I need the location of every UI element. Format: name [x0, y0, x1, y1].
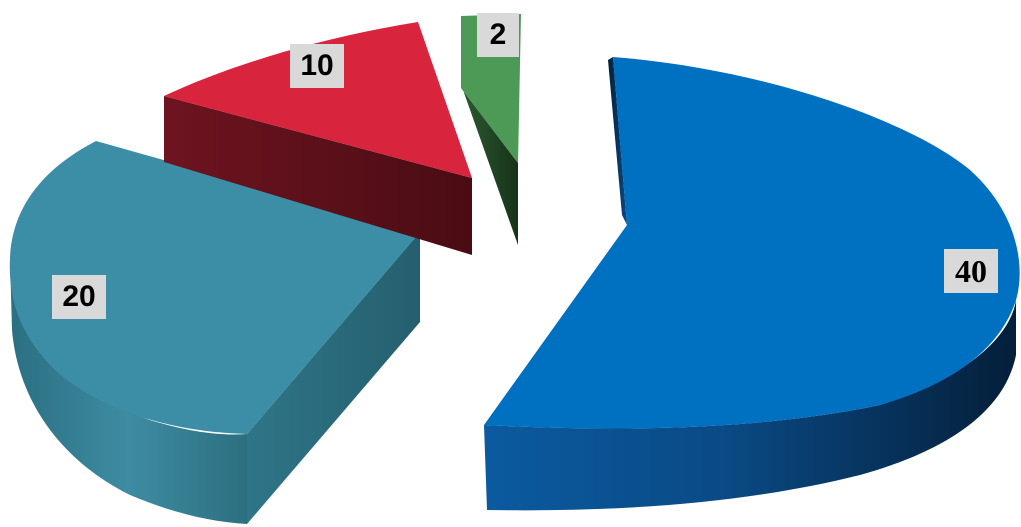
pie-slice-20-inner-wall	[247, 232, 420, 524]
pie-slice-20	[9, 141, 421, 524]
pie-slice-10	[164, 22, 472, 255]
pie-slice-20-top	[9, 141, 421, 434]
data-label-10: 10	[290, 44, 344, 88]
pie-slice-10-top	[164, 22, 472, 178]
pie-slice-40-side	[484, 300, 1016, 511]
data-label-2: 2	[477, 13, 519, 57]
pie-slice-20-side	[10, 258, 247, 524]
data-label-20: 20	[52, 275, 106, 319]
pie-slice-40-inner-wall	[608, 57, 627, 225]
pie-slice-40-top	[484, 57, 1020, 429]
data-label-40: 40	[944, 249, 998, 293]
pie-slice-10-side	[164, 96, 472, 255]
pie-slice-2-side	[461, 88, 518, 245]
pie-slice-40	[484, 57, 1020, 511]
